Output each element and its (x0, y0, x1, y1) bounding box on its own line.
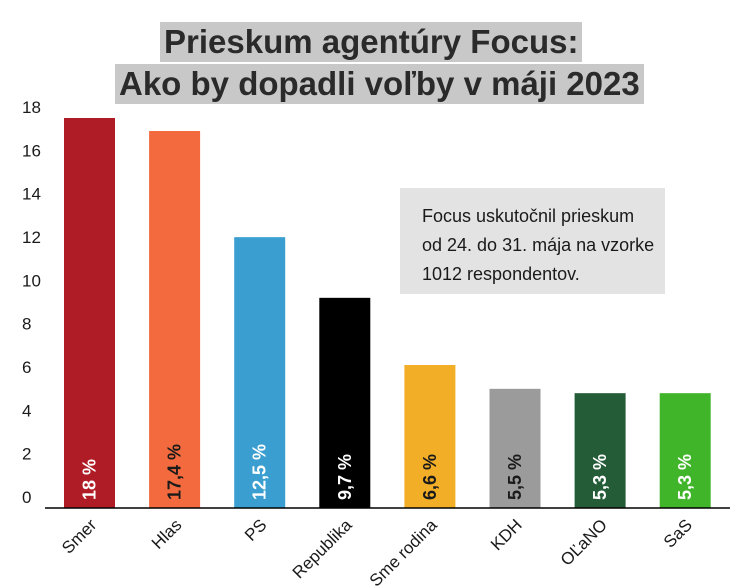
bar (149, 131, 201, 508)
bar-data-label: 5,5 % (505, 454, 525, 500)
y-axis-ticks: 0 2 4 6 8 10 12 14 16 18 (22, 98, 41, 507)
annotation-line-1: Focus uskutočnil prieskum (422, 206, 635, 226)
bars-group: 18 % 17,4 % 12,5 % 9,7 % 6,6 % 5,5 % 5,3 % 5,3 … (64, 118, 711, 508)
bar (404, 365, 456, 508)
y-tick-label: 14 (22, 185, 41, 204)
bar-data-label: 9,7 % (335, 454, 355, 500)
chart-title-line-1: Prieskum agentúry Focus: (160, 22, 583, 62)
bar (319, 297, 371, 508)
x-tick-label: OĽaNO (557, 515, 611, 569)
x-axis-labels: Smer Hlas PS Republika Sme rodina KDH OĽaNO SaS (58, 515, 696, 587)
bar (574, 393, 626, 508)
x-tick-label: PS (241, 515, 270, 544)
x-tick-label: KDH (487, 515, 526, 554)
bar-data-label: 12,5 % (250, 444, 270, 500)
y-tick-label: 4 (22, 401, 31, 420)
y-tick-label: 10 (22, 271, 41, 290)
y-tick-label: 0 (22, 488, 31, 507)
x-tick-label: SaS (660, 515, 696, 551)
bar (64, 118, 115, 508)
bar-data-label: 5,3 % (675, 454, 695, 500)
bar-data-label: 17,4 % (165, 444, 185, 500)
bar (489, 388, 541, 508)
annotation-line-3: 1012 respondentov. (422, 264, 580, 284)
bar-data-label: 5,3 % (590, 454, 610, 500)
annotation-box: Focus uskutočnil prieskum od 24. do 31. … (400, 188, 665, 294)
bar-data-label: 6,6 % (420, 454, 440, 500)
annotation-line-2: od 24. do 31. mája na vzorke (422, 235, 655, 255)
y-tick-label: 6 (22, 358, 31, 377)
x-tick-label: Hlas (148, 515, 185, 552)
y-tick-label: 8 (22, 315, 31, 334)
y-tick-label: 18 (22, 98, 41, 117)
y-tick-label: 16 (22, 141, 41, 160)
bar (234, 237, 286, 508)
y-tick-label: 12 (22, 228, 41, 247)
x-tick-label: Sme rodina (366, 515, 441, 587)
bar-data-label: 18 % (80, 459, 100, 500)
x-tick-label: Republika (289, 515, 356, 582)
chart-title-line-2: Ako by dopadli voľby v máji 2023 (115, 64, 644, 104)
y-tick-label: 2 (22, 445, 31, 464)
bar (659, 393, 711, 508)
x-tick-label: Smer (58, 515, 100, 557)
